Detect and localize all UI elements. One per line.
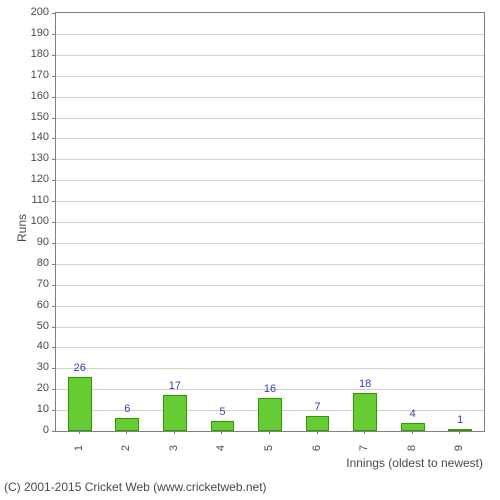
bar	[258, 398, 282, 431]
x-axis-title: Innings (oldest to newest)	[346, 456, 483, 470]
x-tick-mark	[79, 430, 80, 434]
y-tick-label: 80	[37, 257, 49, 269]
y-tick-label: 50	[37, 320, 49, 332]
y-tick-mark	[52, 285, 56, 286]
y-tick-mark	[52, 327, 56, 328]
x-tick-label: 1	[73, 445, 85, 451]
y-tick-mark	[52, 347, 56, 348]
y-tick-label: 100	[31, 215, 49, 227]
grid-line	[56, 243, 484, 244]
x-tick-label: 4	[215, 445, 227, 451]
y-tick-mark	[52, 34, 56, 35]
y-tick-label: 40	[37, 340, 49, 352]
x-tick-label: 5	[263, 445, 275, 451]
x-tick-mark	[126, 430, 127, 434]
bar-value-label: 4	[410, 408, 416, 420]
x-tick-label: 3	[168, 445, 180, 451]
y-tick-label: 200	[31, 6, 49, 18]
plot-area: 26 6 17 5 16 7 18 4 1	[55, 12, 485, 432]
grid-line	[56, 138, 484, 139]
y-tick-label: 70	[37, 278, 49, 290]
y-tick-label: 150	[31, 111, 49, 123]
y-tick-label: 110	[31, 194, 49, 206]
y-tick-mark	[52, 159, 56, 160]
y-tick-mark	[52, 264, 56, 265]
x-tick-mark	[317, 430, 318, 434]
y-tick-label: 20	[37, 382, 49, 394]
grid-line	[56, 76, 484, 77]
grid-line	[56, 327, 484, 328]
x-tick-mark	[221, 430, 222, 434]
y-axis-title: Runs	[15, 214, 29, 242]
bar-value-label: 16	[264, 383, 276, 395]
x-tick-label: 9	[453, 445, 465, 451]
bar	[353, 393, 377, 431]
bar-value-label: 18	[359, 378, 371, 390]
y-tick-mark	[52, 13, 56, 14]
x-tick-mark	[412, 430, 413, 434]
x-tick-mark	[459, 430, 460, 434]
y-tick-label: 140	[31, 131, 49, 143]
bar	[163, 395, 187, 431]
grid-line	[56, 55, 484, 56]
y-tick-label: 0	[43, 424, 49, 436]
x-tick-mark	[174, 430, 175, 434]
y-tick-label: 10	[37, 403, 49, 415]
bar-value-label: 17	[169, 380, 181, 392]
grid-line	[56, 306, 484, 307]
y-tick-mark	[52, 410, 56, 411]
x-tick-label: 6	[311, 445, 323, 451]
y-tick-mark	[52, 222, 56, 223]
grid-line	[56, 159, 484, 160]
bar	[68, 377, 92, 431]
grid-line	[56, 118, 484, 119]
y-tick-mark	[52, 97, 56, 98]
bar	[306, 416, 330, 431]
y-tick-mark	[52, 306, 56, 307]
y-tick-label: 90	[37, 236, 49, 248]
y-tick-label: 130	[31, 152, 49, 164]
x-tick-mark	[364, 430, 365, 434]
x-tick-label: 8	[406, 445, 418, 451]
grid-line	[56, 222, 484, 223]
grid-line	[56, 368, 484, 369]
bar-value-label: 1	[457, 414, 463, 426]
grid-line	[56, 180, 484, 181]
grid-line	[56, 347, 484, 348]
y-tick-mark	[52, 201, 56, 202]
y-tick-label: 180	[31, 48, 49, 60]
y-tick-mark	[52, 118, 56, 119]
y-tick-mark	[52, 180, 56, 181]
copyright-text: (C) 2001-2015 Cricket Web (www.cricketwe…	[4, 480, 267, 494]
y-tick-label: 120	[31, 173, 49, 185]
grid-line	[56, 285, 484, 286]
y-tick-mark	[52, 368, 56, 369]
y-tick-mark	[52, 243, 56, 244]
bar-value-label: 7	[314, 401, 320, 413]
bar-value-label: 26	[74, 362, 86, 374]
chart-container: 2661751671841 01020304050607080901001101…	[0, 0, 500, 500]
y-tick-mark	[52, 138, 56, 139]
bar-value-label: 6	[124, 403, 130, 415]
y-tick-mark	[52, 55, 56, 56]
grid-line	[56, 97, 484, 98]
y-tick-label: 30	[37, 361, 49, 373]
grid-line	[56, 264, 484, 265]
y-tick-mark	[52, 389, 56, 390]
bar-value-label: 5	[219, 406, 225, 418]
y-tick-mark	[52, 76, 56, 77]
grid-line	[56, 201, 484, 202]
y-tick-label: 60	[37, 299, 49, 311]
x-tick-label: 7	[358, 445, 370, 451]
y-tick-label: 190	[31, 27, 49, 39]
x-tick-mark	[269, 430, 270, 434]
grid-line	[56, 34, 484, 35]
y-tick-label: 170	[31, 69, 49, 81]
x-tick-label: 2	[120, 445, 132, 451]
y-tick-label: 160	[31, 90, 49, 102]
y-tick-mark	[52, 431, 56, 432]
